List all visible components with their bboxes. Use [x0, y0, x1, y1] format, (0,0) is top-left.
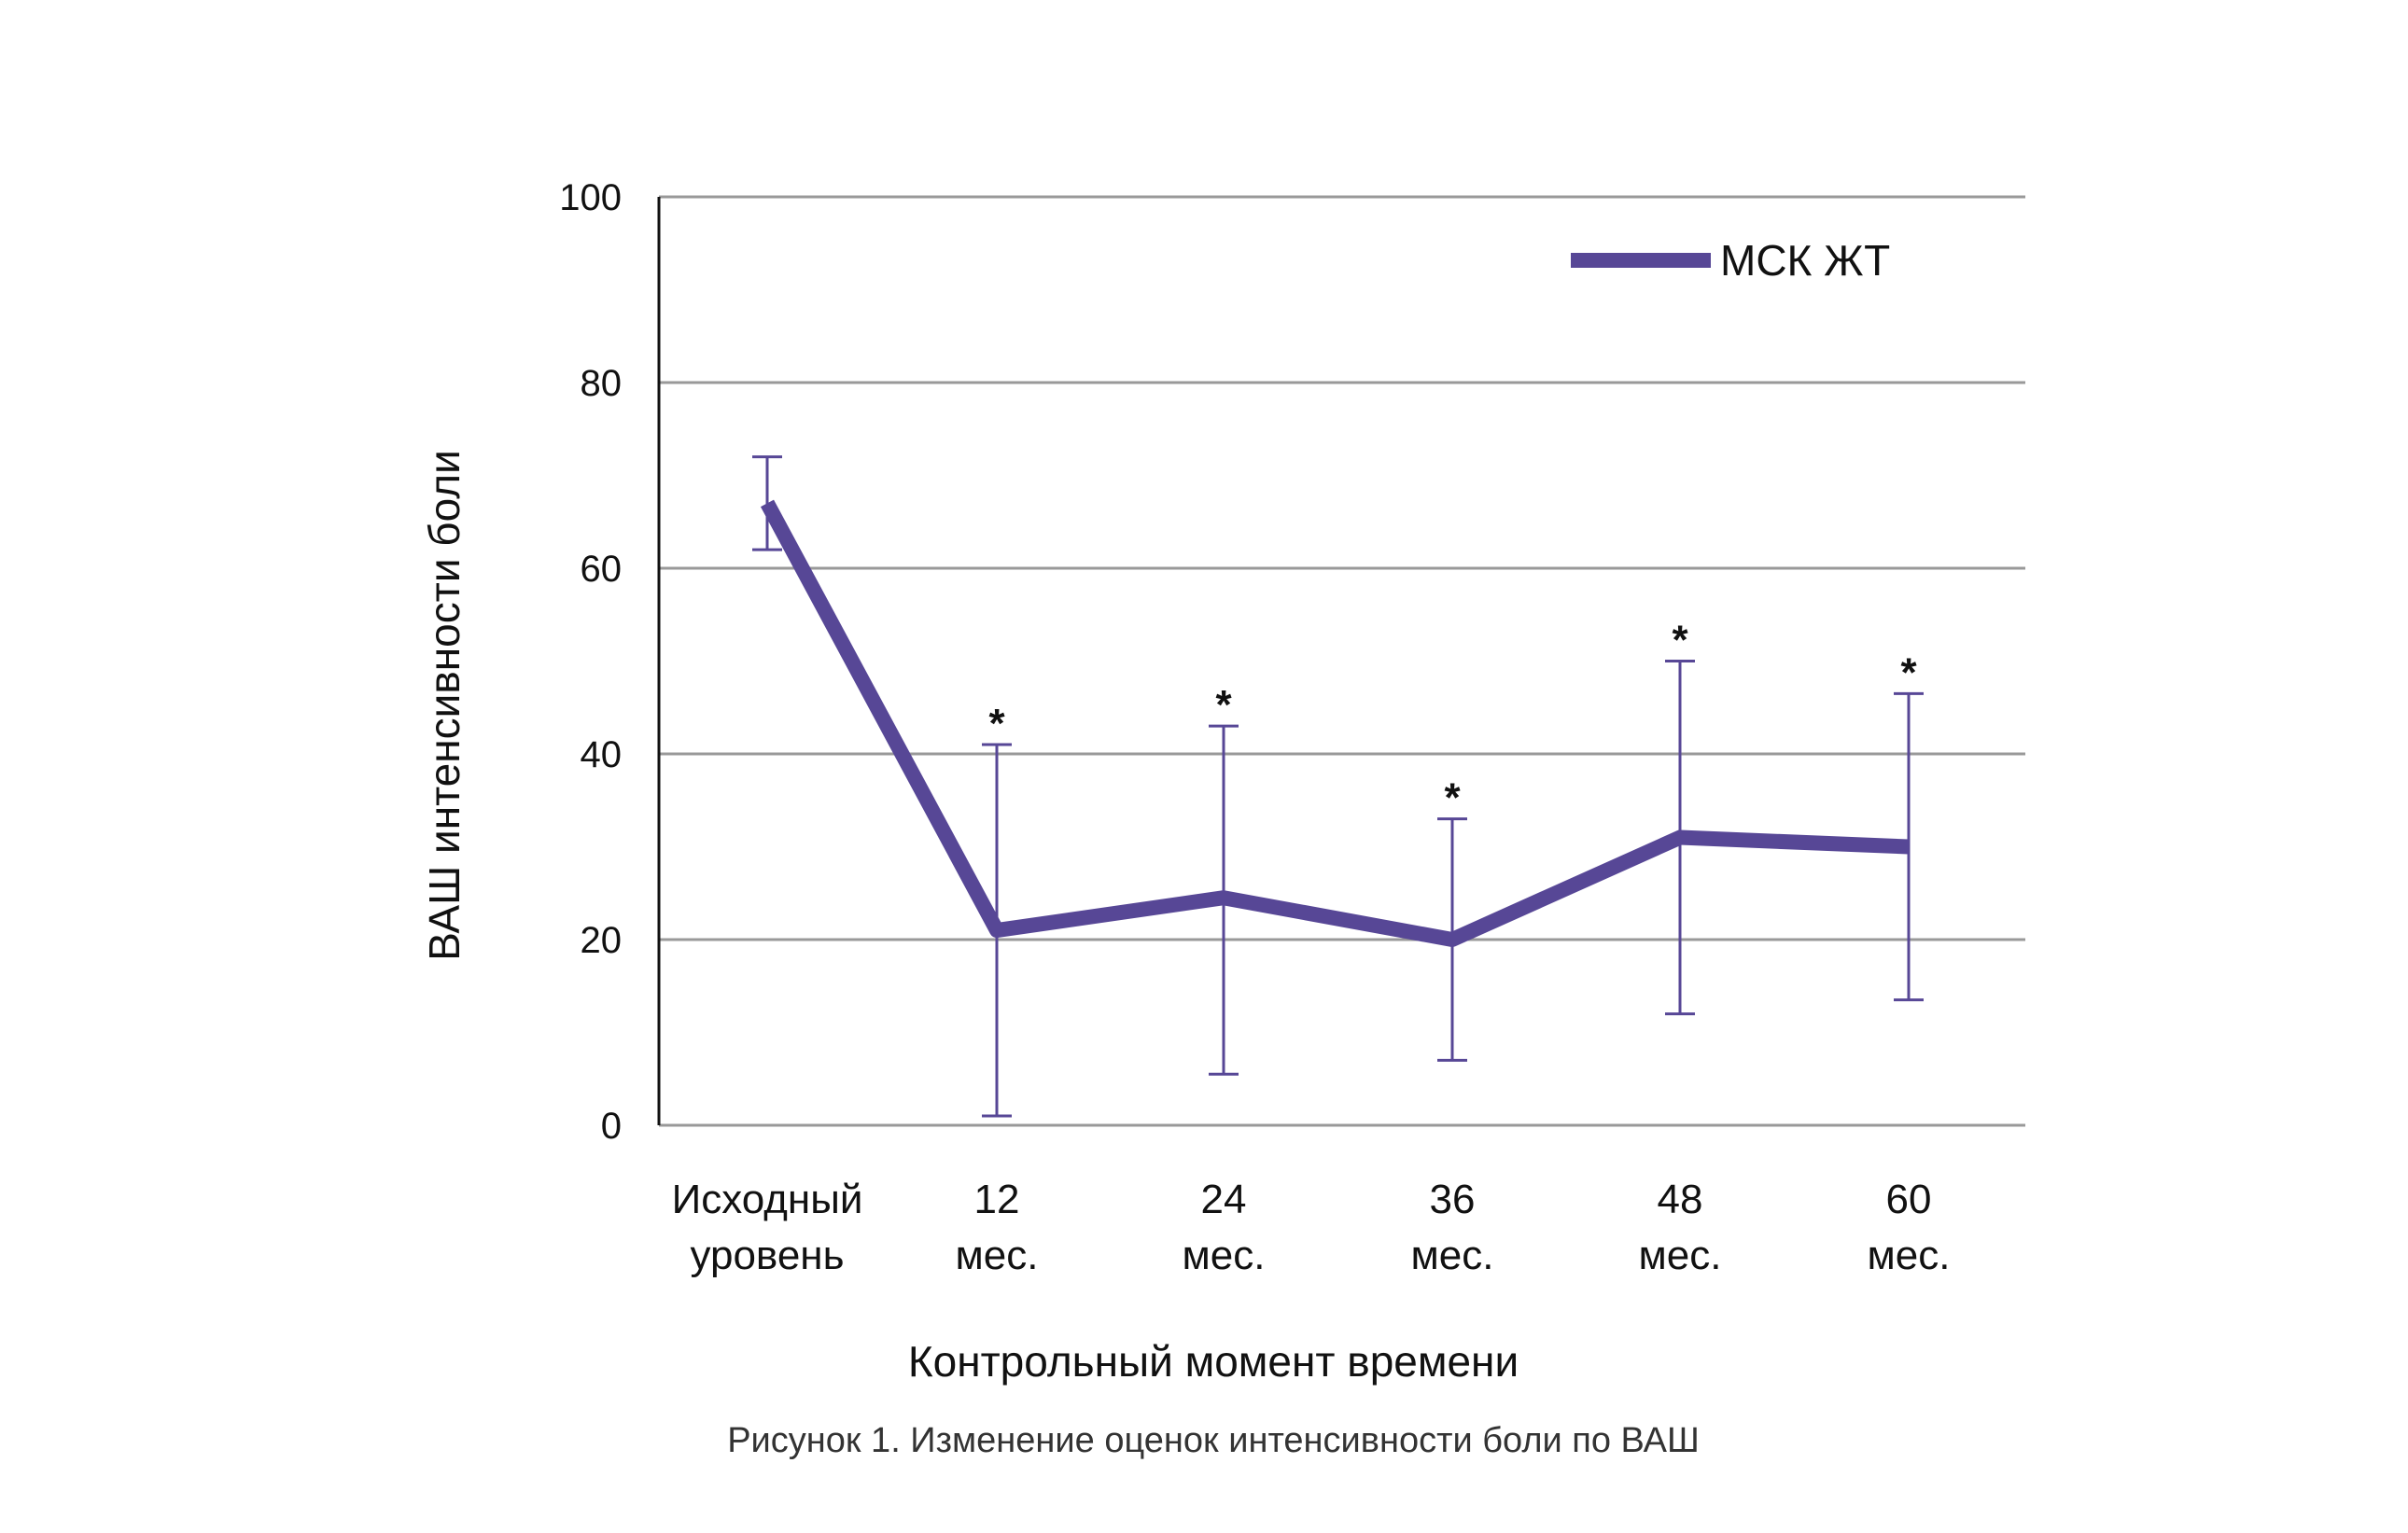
significance-star: * [1900, 649, 1917, 695]
series-line-msk-zht [760, 499, 1910, 947]
x-tick-label: мес. [1411, 1233, 1494, 1278]
significance-star: * [1444, 775, 1461, 821]
legend-label: МСК ЖТ [1720, 236, 1890, 285]
significance-star: * [988, 701, 1005, 746]
grid-lines [659, 195, 2025, 1127]
x-category-labels: Исходный уровень 12 мес. 24 мес. 36 мес. 48 мес. 6… [672, 1177, 1951, 1278]
y-axis-title: ВАШ интенсивности боли [420, 450, 469, 961]
x-tick-label: Исходный [672, 1177, 863, 1222]
significance-star: * [1215, 682, 1232, 728]
x-tick-label: мес. [956, 1233, 1039, 1278]
x-tick-label: 24 [1201, 1177, 1247, 1222]
x-tick-label: уровень [690, 1233, 844, 1278]
x-tick-label: мес. [1183, 1233, 1266, 1278]
x-tick-label: мес. [1639, 1233, 1722, 1278]
x-tick-label: 12 [974, 1177, 1020, 1222]
y-tick-label: 80 [581, 363, 623, 404]
x-axis-title: Контрольный момент времени [908, 1337, 1519, 1386]
x-tick-label: 48 [1658, 1177, 1703, 1222]
legend: МСК ЖТ [1571, 236, 1890, 285]
x-tick-label: мес. [1868, 1233, 1951, 1278]
y-tick-label: 0 [601, 1106, 622, 1147]
y-tick-label: 20 [581, 920, 623, 961]
x-tick-label: 36 [1430, 1177, 1476, 1222]
x-tick-label: 60 [1886, 1177, 1932, 1222]
figure-caption: Рисунок 1. Изменение оценок интенсивност… [727, 1421, 1700, 1460]
significance-markers: * * * * * [988, 618, 1917, 821]
y-tick-label: 40 [581, 734, 623, 775]
y-tick-labels: 0 20 40 60 80 100 [559, 177, 622, 1147]
significance-star: * [1672, 618, 1688, 663]
y-tick-label: 60 [581, 549, 623, 590]
y-tick-label: 100 [559, 177, 622, 218]
series-lines [760, 499, 1910, 947]
error-bars [752, 455, 1924, 1118]
